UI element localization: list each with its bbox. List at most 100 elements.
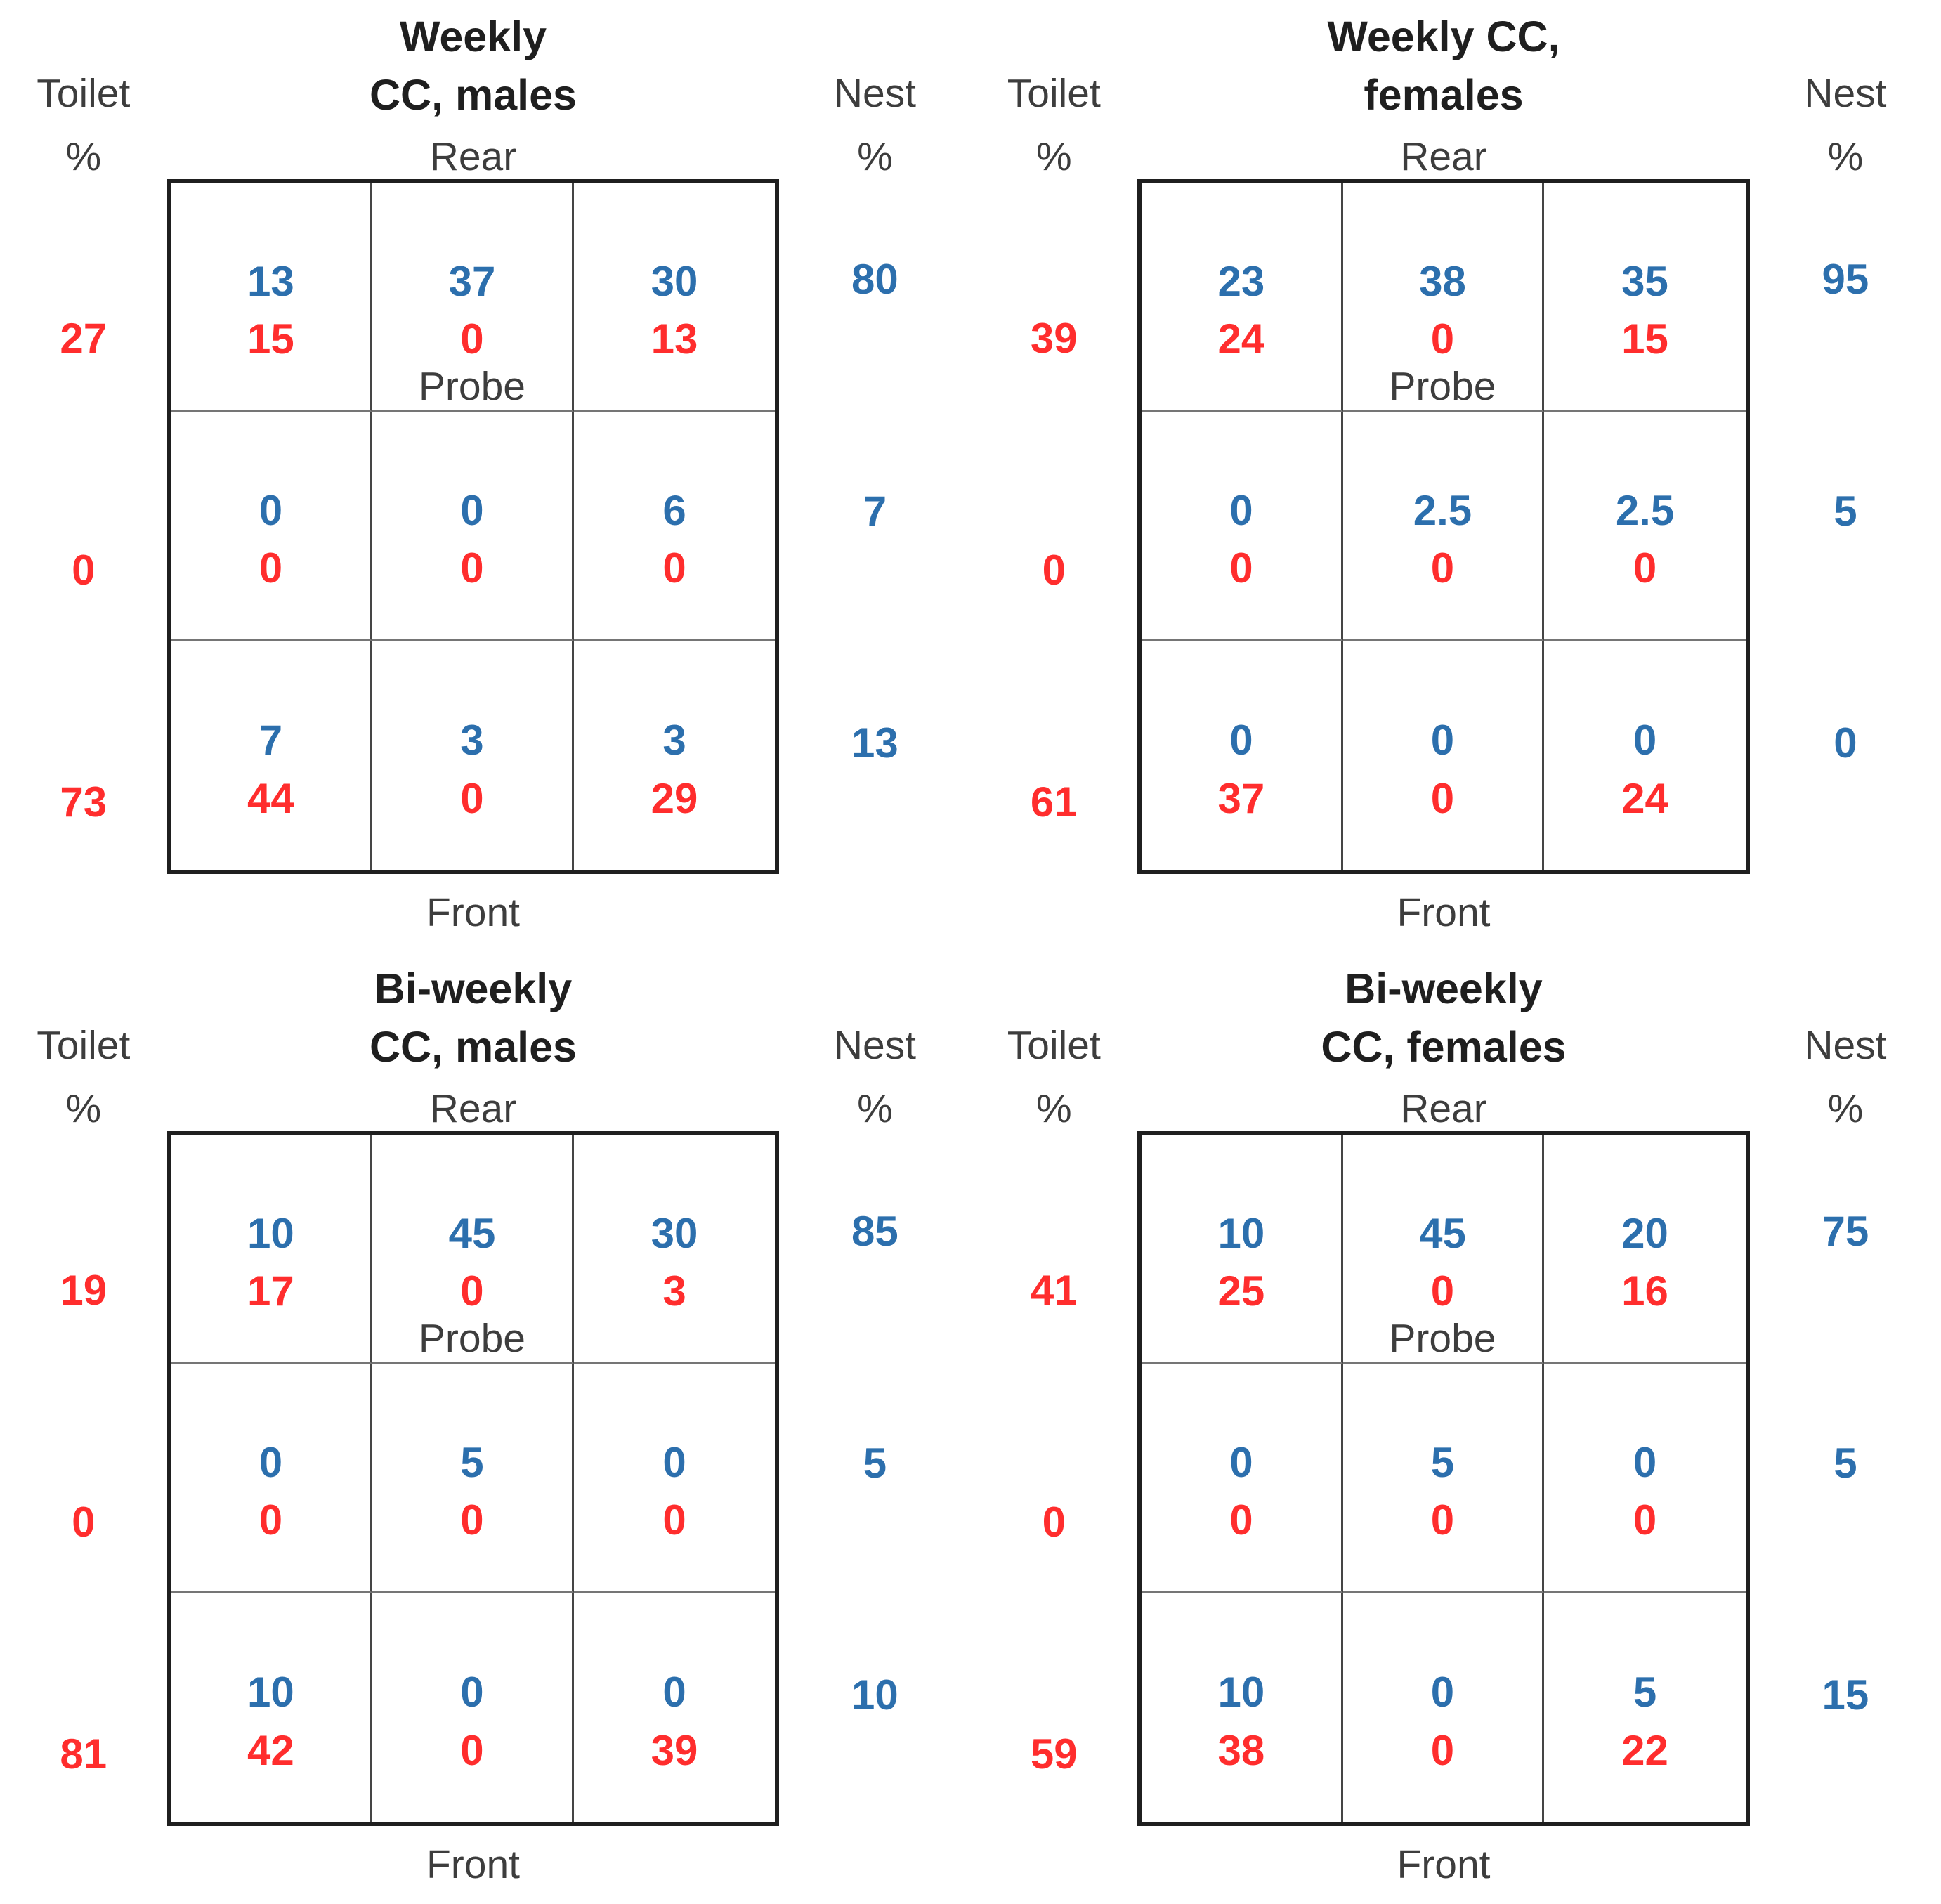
grid-cell-rear-left: 13 15 xyxy=(171,183,373,412)
toilet-value: 0 xyxy=(259,545,283,592)
grid-cell-rear-left: 10 25 xyxy=(1142,1135,1343,1364)
nest-value: 6 xyxy=(662,486,686,534)
toilet-row-total-value: 73 xyxy=(60,778,107,826)
toilet-percent-label: Toilet xyxy=(37,70,131,116)
toilet-value: 0 xyxy=(460,1726,484,1774)
nest-percent-sign: % xyxy=(1827,1086,1864,1132)
toilet-value: 15 xyxy=(247,315,294,363)
nest-value: 2.5 xyxy=(1413,486,1472,534)
toilet-total-row-front: 61 xyxy=(971,642,1138,874)
rear-edge-label: Rear xyxy=(1400,1086,1487,1132)
front-edge-label: Front xyxy=(1397,890,1491,936)
toilet-value: 39 xyxy=(651,1726,698,1774)
grid-cell-middle-center: 2.5 0 xyxy=(1342,412,1545,641)
panel-weekly-cc-females: Weekly CC, females Toilet % Nest % Rear … xyxy=(971,0,1941,952)
grid-cell-rear-center: 45 0 Probe xyxy=(372,1135,574,1364)
nest-percent-sign: % xyxy=(1827,134,1864,180)
toilet-percent-sign: % xyxy=(65,1086,102,1132)
nest-percent-label: Nest xyxy=(1804,1022,1887,1068)
toilet-value: 42 xyxy=(247,1726,294,1774)
toilet-value: 0 xyxy=(460,1267,484,1315)
grid-cell-front-center: 0 0 xyxy=(372,1593,574,1822)
toilet-value: 24 xyxy=(1621,774,1668,822)
grid-cell-front-center: 0 0 xyxy=(1343,1593,1545,1822)
nest-value: 5 xyxy=(1430,1438,1455,1486)
toilet-row-total-value: 27 xyxy=(60,315,107,363)
nest-value: 20 xyxy=(1621,1210,1668,1258)
nest-percent-sign: % xyxy=(857,1086,893,1132)
nest-value: 0 xyxy=(1430,716,1455,764)
toilet-percent-sign: % xyxy=(1035,1086,1072,1132)
grid-cell-middle-left: 0 0 xyxy=(171,1364,373,1593)
nest-value: 45 xyxy=(448,1210,496,1258)
nest-row-total-value: 13 xyxy=(851,719,898,767)
nest-total-row-middle: 5 xyxy=(1750,410,1941,642)
toilet-total-row-middle: 0 xyxy=(0,410,167,642)
grid-cell-front-right: 0 39 xyxy=(574,1593,776,1822)
grid-cell-middle-right: 2.5 0 xyxy=(1544,412,1746,641)
nest-total-row-front: 0 xyxy=(1750,642,1941,874)
grid-cell-middle-right: 6 0 xyxy=(573,412,776,641)
toilet-value: 37 xyxy=(1217,774,1265,822)
toilet-value: 0 xyxy=(460,545,484,592)
toilet-percent-sign: % xyxy=(1035,134,1072,180)
toilet-row-total-value: 0 xyxy=(72,1498,96,1546)
grid-cell-front-center: 0 0 xyxy=(1343,641,1545,870)
nest-value: 0 xyxy=(1229,486,1253,534)
toilet-row-total-value: 0 xyxy=(72,546,96,594)
nest-percent-label: Nest xyxy=(833,70,917,116)
panel-title-line2: CC, males xyxy=(369,1022,577,1071)
nest-value: 0 xyxy=(259,486,283,534)
toilet-value: 0 xyxy=(662,1497,686,1544)
nest-value: 30 xyxy=(651,258,698,306)
toilet-value: 0 xyxy=(460,774,484,822)
grid-cell-rear-center: 37 0 Probe xyxy=(372,183,574,412)
toilet-value: 0 xyxy=(460,315,484,363)
nest-total-row-front: 10 xyxy=(779,1594,970,1826)
panel-title-line1: Weekly CC, xyxy=(1327,12,1560,60)
toilet-row-totals: 19 0 81 xyxy=(0,1131,167,1826)
nest-value: 0 xyxy=(662,1438,686,1486)
probe-label: Probe xyxy=(418,363,526,409)
nest-value: 38 xyxy=(1419,258,1466,306)
nest-percent-label: Nest xyxy=(833,1022,917,1068)
toilet-percent-label: Toilet xyxy=(37,1022,131,1068)
toilet-total-row-middle: 0 xyxy=(971,1362,1138,1594)
toilet-row-total-value: 61 xyxy=(1030,778,1078,826)
toilet-value: 0 xyxy=(1430,1497,1455,1544)
toilet-total-row-middle: 0 xyxy=(971,410,1138,642)
front-edge-label: Front xyxy=(426,890,520,936)
toilet-total-row-rear: 19 xyxy=(0,1131,167,1363)
toilet-value: 0 xyxy=(1633,1497,1657,1544)
toilet-total-row-rear: 27 xyxy=(0,179,167,411)
grid-cell-front-left: 10 38 xyxy=(1142,1593,1343,1822)
grid-cell-rear-center: 38 0 Probe xyxy=(1342,183,1545,412)
toilet-row-total-value: 59 xyxy=(1030,1730,1078,1778)
nest-row-totals: 95 5 0 xyxy=(1750,179,1941,874)
cage-grid: 13 15 37 0 Probe 30 13 0 0 0 0 6 xyxy=(166,178,780,874)
front-edge-label: Front xyxy=(1397,1842,1491,1888)
front-edge-label: Front xyxy=(426,1842,520,1888)
toilet-value: 0 xyxy=(1430,1726,1455,1774)
toilet-total-row-front: 73 xyxy=(0,642,167,874)
nest-row-total-value: 15 xyxy=(1822,1671,1869,1719)
toilet-value: 0 xyxy=(1430,774,1455,822)
toilet-percent-label: Toilet xyxy=(1007,70,1101,116)
nest-value: 10 xyxy=(247,1668,294,1716)
nest-row-total-value: 5 xyxy=(1834,487,1857,535)
toilet-total-row-front: 81 xyxy=(0,1594,167,1826)
nest-row-total-value: 75 xyxy=(1822,1208,1869,1256)
nest-percent-label: Nest xyxy=(1804,70,1887,116)
nest-row-total-value: 0 xyxy=(1834,719,1857,767)
toilet-value: 25 xyxy=(1217,1267,1265,1315)
nest-value: 10 xyxy=(247,1210,294,1258)
probe-label: Probe xyxy=(1389,363,1496,409)
grid-cell-rear-right: 35 15 xyxy=(1544,183,1746,412)
nest-value: 5 xyxy=(1633,1668,1657,1716)
nest-total-row-rear: 85 xyxy=(779,1131,970,1363)
nest-value: 0 xyxy=(662,1668,686,1716)
nest-value: 0 xyxy=(1229,716,1253,764)
toilet-value: 38 xyxy=(1217,1726,1265,1774)
nest-row-totals: 85 5 10 xyxy=(779,1131,970,1826)
toilet-value: 0 xyxy=(259,1497,283,1544)
